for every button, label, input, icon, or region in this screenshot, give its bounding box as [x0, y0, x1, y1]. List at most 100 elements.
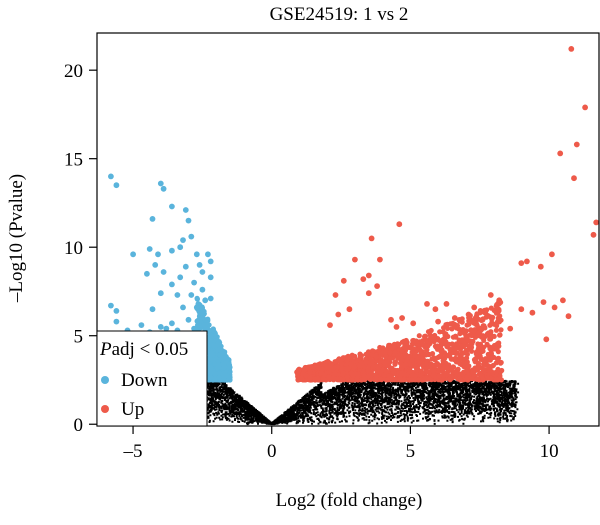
up-point: [427, 340, 433, 347]
down-point: [182, 207, 189, 213]
up-point: [441, 325, 447, 331]
up-point: [465, 311, 472, 318]
up-point: [307, 375, 313, 381]
down-point: [174, 292, 181, 298]
down-point: [200, 308, 206, 314]
up-point: [590, 231, 597, 238]
up-point: [358, 377, 364, 383]
up-point: [326, 374, 332, 380]
down-point: [206, 375, 212, 381]
up-point: [348, 361, 354, 367]
up-point: [480, 377, 486, 383]
up-point: [571, 175, 577, 182]
up-point: [482, 309, 489, 316]
up-point: [457, 346, 463, 352]
up-point: [443, 331, 449, 337]
up-point: [403, 345, 409, 351]
up-point: [518, 306, 525, 313]
up-point: [423, 361, 430, 367]
up-point: [453, 346, 459, 352]
up-point: [565, 313, 572, 320]
up-point: [440, 369, 446, 375]
down-point: [191, 325, 198, 332]
up-point: [490, 314, 496, 320]
up-point: [498, 327, 504, 333]
up-point: [463, 376, 470, 383]
up-point: [419, 355, 425, 361]
up-point: [389, 376, 395, 383]
up-point: [397, 376, 403, 382]
up-point: [450, 334, 456, 340]
down-point: [155, 251, 161, 258]
down-point: [169, 247, 175, 254]
up-point: [414, 368, 420, 374]
up-point: [396, 221, 403, 228]
up-point: [424, 301, 430, 307]
down-point: [215, 340, 221, 347]
y-axis-ticks: 0 5 10 15 20: [64, 61, 97, 436]
up-point: [443, 353, 449, 359]
up-point: [474, 322, 480, 328]
up-point: [392, 349, 398, 356]
down-point: [185, 316, 192, 323]
x-tick-label: 10: [540, 441, 559, 462]
up-point: [493, 327, 499, 333]
data-points: [108, 46, 600, 383]
up-point: [424, 347, 430, 353]
up-point: [483, 314, 489, 320]
up-point: [457, 331, 463, 337]
up-point: [479, 348, 485, 355]
x-axis-title: Log2 (fold change): [276, 490, 423, 511]
up-point: [443, 301, 450, 307]
up-point: [319, 366, 326, 372]
up-point: [488, 376, 494, 382]
down-point: [221, 365, 227, 371]
up-point: [391, 370, 397, 376]
down-point: [157, 290, 164, 297]
up-point: [377, 256, 383, 263]
up-point: [307, 364, 313, 370]
up-point: [458, 351, 465, 357]
up-point: [444, 321, 450, 327]
up-point: [350, 353, 356, 359]
down-point: [222, 373, 228, 379]
up-point: [412, 353, 418, 359]
up-point: [418, 368, 424, 374]
up-point: [464, 337, 471, 343]
down-point: [180, 237, 186, 244]
up-point: [388, 316, 394, 323]
up-point: [368, 356, 374, 362]
up-point: [422, 334, 428, 340]
up-point: [334, 376, 341, 382]
up-point: [323, 359, 329, 365]
up-point: [557, 150, 564, 157]
down-point: [207, 295, 214, 302]
y-tick-label: 10: [64, 238, 83, 259]
up-point: [373, 353, 379, 359]
down-point: [212, 371, 218, 377]
up-point: [393, 324, 400, 330]
legend-down-label: Down: [121, 370, 168, 391]
up-point: [456, 376, 463, 382]
up-point: [435, 318, 441, 325]
up-point: [327, 365, 333, 371]
legend-up-marker: [101, 405, 109, 413]
up-point: [447, 347, 453, 353]
up-point: [340, 277, 347, 284]
up-point: [464, 359, 470, 365]
down-point: [196, 262, 203, 268]
up-point: [449, 341, 455, 347]
up-point: [495, 349, 501, 355]
down-point: [199, 269, 206, 275]
down-point: [215, 361, 221, 367]
up-point: [403, 361, 409, 367]
up-point: [461, 330, 468, 336]
down-point: [188, 233, 195, 240]
up-point: [463, 348, 469, 354]
up-point: [549, 251, 555, 258]
up-point: [507, 325, 514, 332]
down-point: [185, 217, 192, 224]
up-point: [391, 341, 397, 347]
down-point: [169, 203, 175, 210]
up-point: [335, 311, 342, 318]
